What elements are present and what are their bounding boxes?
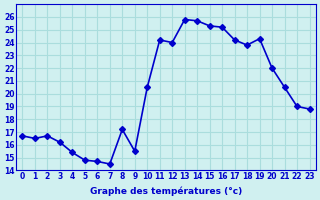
X-axis label: Graphe des températures (°c): Graphe des températures (°c) (90, 186, 242, 196)
